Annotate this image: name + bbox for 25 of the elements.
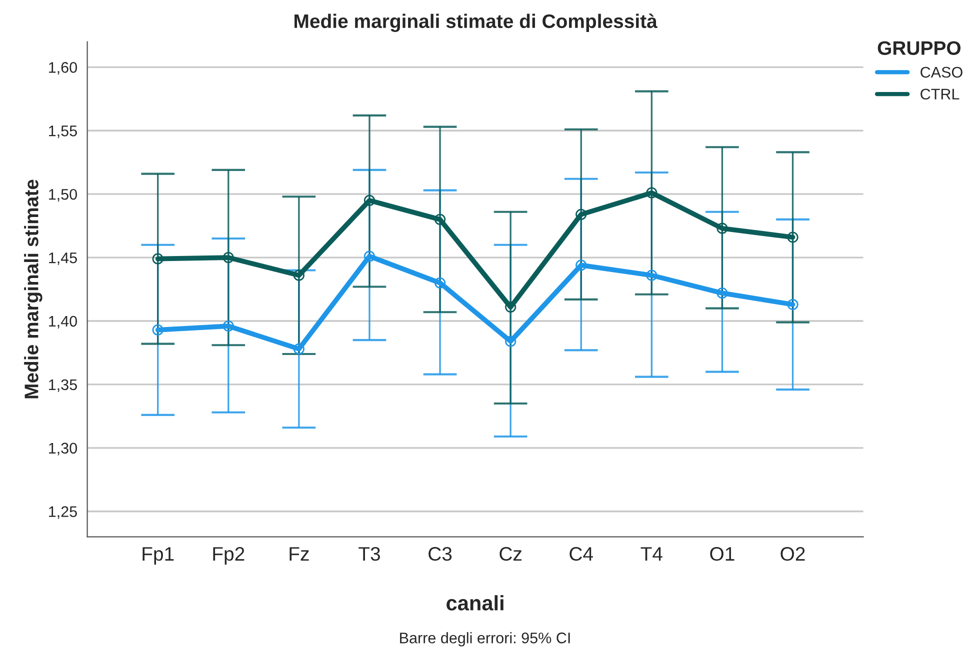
x-tick-label: T4 (640, 547, 662, 561)
x-tick-label: T3 (358, 547, 380, 561)
y-tick-label: 1,35 (49, 379, 77, 392)
x-tick-label: O2 (780, 547, 805, 561)
x-tick-label: Fz (290, 547, 309, 561)
y-tick-label: 1,60 (49, 62, 77, 75)
y-tick-label: 1,40 (49, 316, 77, 328)
legend-title: GRUPPO (878, 41, 961, 55)
y-tick-label: 1,45 (49, 252, 77, 266)
x-tick-label: Fp1 (142, 547, 174, 565)
x-axis-title: canali (446, 595, 504, 610)
legend-label: CASO (920, 66, 962, 78)
legend-label: CTRL (920, 88, 960, 100)
x-tick-label: C4 (570, 547, 593, 561)
text: Barre degli errori: 95% CI (400, 632, 570, 646)
x-tick-label: Cz (500, 547, 522, 561)
x-tick-label: O1 (710, 547, 734, 561)
x-tick-label: Fp2 (213, 547, 244, 565)
y-tick-label: 1,50 (49, 188, 77, 202)
y-tick-label: 1,25 (49, 506, 77, 519)
y-tick-label: 1,30 (49, 442, 77, 456)
y-axis-title: Medie marginali stimate (24, 180, 42, 398)
y-tick-label: 1,55 (49, 126, 77, 138)
x-tick-label: C3 (428, 547, 452, 561)
chart-title: Medie marginali stimate di Complessità (294, 14, 658, 32)
